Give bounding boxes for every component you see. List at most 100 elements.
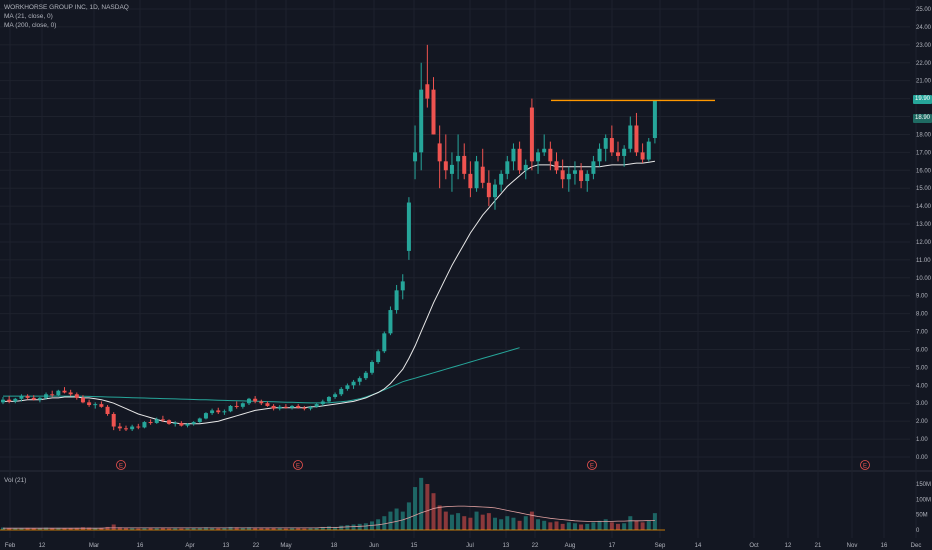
candle-body (363, 372, 368, 379)
time-tick-label: 21 (815, 543, 822, 549)
volume-bar (400, 511, 405, 530)
candle-body (13, 398, 18, 402)
price-tick-label: 14.00 (916, 204, 932, 210)
candle-body (80, 397, 85, 403)
candle-body (616, 152, 620, 156)
candle-body (265, 403, 270, 406)
candle-body (529, 107, 534, 162)
candle-body (93, 404, 98, 406)
volume-bar (216, 528, 221, 530)
earnings-marker-label: E (119, 464, 123, 470)
volume-bar (259, 528, 264, 530)
volume-bar (234, 527, 239, 530)
volume-bar (456, 513, 461, 530)
volume-bar (185, 528, 190, 530)
earnings-marker-circle (860, 460, 870, 470)
candle-body (56, 390, 61, 396)
candle-body (31, 397, 36, 400)
candle-body (185, 423, 190, 426)
time-axis[interactable]: Feb 12 Mar 16 Apr 13 22 May 18 Jun 15 Jul 13 22 Aug 17 S… (5, 543, 922, 549)
volume-tick-label: 0 (916, 528, 920, 534)
volume-bar (437, 505, 442, 530)
earnings-marker-label: E (590, 464, 594, 470)
candle-body (124, 428, 128, 430)
candle-body (87, 402, 92, 406)
earnings-marker-circle (116, 460, 126, 470)
candle-body (566, 173, 571, 180)
volume-bar (62, 528, 67, 530)
candle-body (456, 155, 461, 162)
candle-body (480, 166, 485, 183)
time-tick-label: 12 (39, 543, 46, 549)
volume-bar (80, 527, 85, 530)
candle-body (419, 89, 424, 153)
volume-bar (1, 527, 5, 530)
volume-bar (419, 477, 424, 530)
candle-body (154, 419, 159, 423)
candle-body (443, 161, 448, 171)
candle-body (376, 351, 381, 363)
volume-bar (93, 528, 98, 530)
chart-legend[interactable]: WORKHORSE GROUP INC, 1D, NASDAQ MA (21, … (4, 3, 129, 30)
candle-body (493, 184, 497, 198)
price-tick-label: 0.00 (916, 455, 928, 461)
volume-bar (339, 525, 344, 530)
candle-body (437, 143, 442, 162)
volume-bar (68, 528, 73, 530)
volume-bar (597, 520, 602, 530)
candle-body (388, 310, 393, 334)
volume-bar (548, 522, 553, 530)
time-tick-label: 22 (532, 543, 539, 549)
time-tick-label: 17 (609, 543, 616, 549)
volume-bar (351, 524, 356, 530)
candle-body (351, 381, 356, 386)
candle-body (333, 394, 338, 397)
volume-bar (191, 527, 196, 530)
volume-bar (277, 528, 282, 530)
volume-bar (517, 520, 522, 530)
volume-bar (314, 527, 319, 530)
candle-body (542, 148, 547, 153)
time-tick-label: 18 (331, 543, 338, 549)
volume-bar (480, 514, 485, 530)
candle-body (548, 148, 553, 162)
volume-bar (609, 522, 614, 530)
candle-body (173, 422, 178, 424)
candle-body (523, 164, 528, 171)
volume-bar (290, 528, 295, 530)
candle-body (210, 410, 215, 414)
volume-bar (265, 527, 270, 530)
candle-body (370, 362, 374, 373)
earnings-marker-circle (293, 460, 303, 470)
grid-lines (0, 0, 932, 538)
price-axis[interactable]: 25.0024.0023.0022.0021.0020.0019.0018.00… (916, 7, 932, 461)
volume-bar (640, 522, 645, 530)
volume-bar (382, 516, 387, 530)
candle-body (259, 401, 264, 404)
time-tick-label: Nov (847, 543, 858, 549)
candle-body (449, 164, 454, 174)
volume-bar (585, 523, 590, 530)
candle-body (228, 405, 233, 412)
volume-bar (579, 524, 584, 530)
volume-legend[interactable]: Vol (21) (4, 477, 27, 484)
legend-ma21[interactable]: MA (21, close, 0) (4, 13, 53, 20)
volume-bar (167, 528, 172, 530)
candle-body (167, 420, 172, 424)
price-tick-label: 9.00 (916, 294, 928, 300)
price-tick-label: 17.00 (916, 150, 932, 156)
volume-bar (566, 522, 571, 530)
volume-bar (406, 502, 411, 530)
volume-bar (50, 528, 55, 530)
legend-title[interactable]: WORKHORSE GROUP INC, 1D, NASDAQ (4, 4, 129, 11)
candle-body (511, 148, 516, 162)
earnings-marker-label: E (863, 464, 867, 470)
price-tick-label: 2.00 (916, 419, 928, 425)
volume-bar (87, 527, 92, 530)
volume-bar (240, 527, 245, 530)
candle-body (326, 396, 331, 402)
legend-ma200[interactable]: MA (200, close, 0) (4, 22, 57, 29)
volume-bar (13, 528, 18, 530)
